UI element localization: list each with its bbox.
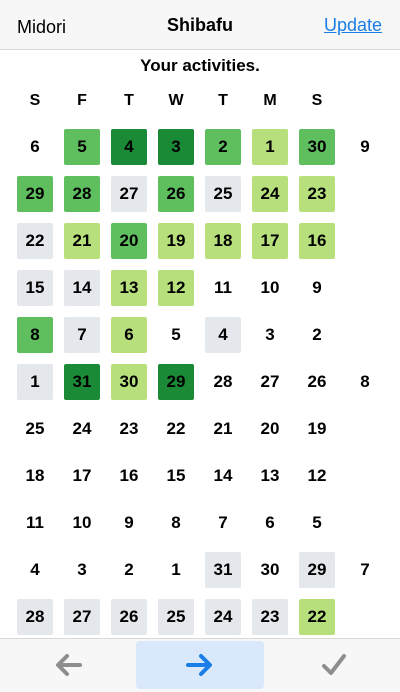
day-cell[interactable]: 6 bbox=[252, 505, 288, 541]
day-cell[interactable]: 23 bbox=[252, 599, 288, 635]
day-cell[interactable]: 1 bbox=[17, 364, 53, 400]
bottom-toolbar bbox=[0, 638, 400, 692]
day-cell[interactable]: 1 bbox=[158, 552, 194, 588]
day-cell[interactable]: 28 bbox=[205, 364, 241, 400]
day-cell[interactable]: 24 bbox=[252, 176, 288, 212]
day-cell[interactable]: 20 bbox=[252, 411, 288, 447]
day-cell[interactable]: 17 bbox=[64, 458, 100, 494]
day-cell[interactable]: 14 bbox=[64, 270, 100, 306]
day-cell[interactable]: 4 bbox=[205, 317, 241, 353]
day-cell[interactable]: 13 bbox=[111, 270, 147, 306]
day-cell[interactable]: 22 bbox=[299, 599, 335, 635]
day-cell[interactable]: 29 bbox=[17, 176, 53, 212]
day-cell[interactable]: 18 bbox=[205, 223, 241, 259]
day-cell[interactable]: 28 bbox=[17, 599, 53, 635]
day-cell[interactable]: 31 bbox=[64, 364, 100, 400]
day-cell[interactable]: 12 bbox=[299, 458, 335, 494]
day-cell[interactable]: 30 bbox=[111, 364, 147, 400]
day-cell[interactable]: 14 bbox=[205, 458, 241, 494]
day-cell[interactable]: 22 bbox=[158, 411, 194, 447]
page-subtitle: Your activities. bbox=[140, 56, 260, 75]
day-cell[interactable]: 24 bbox=[205, 599, 241, 635]
day-cell[interactable]: 12 bbox=[158, 270, 194, 306]
day-cell[interactable]: 11 bbox=[17, 505, 53, 541]
checkmark-icon bbox=[322, 654, 346, 675]
day-cell[interactable]: 2 bbox=[111, 552, 147, 588]
day-cell[interactable]: 7 bbox=[64, 317, 100, 353]
weekday-label: S bbox=[311, 92, 323, 109]
day-cell[interactable]: 2 bbox=[205, 129, 241, 165]
day-cell[interactable]: 8 bbox=[158, 505, 194, 541]
day-cell[interactable]: 3 bbox=[158, 129, 194, 165]
day-cell[interactable]: 3 bbox=[64, 552, 100, 588]
day-cell[interactable]: 31 bbox=[205, 552, 241, 588]
confirm-button[interactable] bbox=[286, 641, 382, 689]
day-cell[interactable]: 15 bbox=[17, 270, 53, 306]
day-cell[interactable]: 15 bbox=[158, 458, 194, 494]
arrow-right-icon bbox=[186, 654, 212, 676]
day-cell[interactable]: 7 bbox=[205, 505, 241, 541]
day-cell[interactable]: 5 bbox=[299, 505, 335, 541]
nav-bar: Midori Shibafu Update bbox=[0, 0, 400, 50]
day-cell[interactable]: 29 bbox=[299, 552, 335, 588]
day-cell[interactable]: 19 bbox=[299, 411, 335, 447]
month-label: 8 bbox=[360, 372, 370, 391]
weekday-label: W bbox=[168, 92, 184, 109]
day-cell[interactable]: 26 bbox=[158, 176, 194, 212]
day-cell[interactable]: 6 bbox=[17, 129, 53, 165]
weekday-label: T bbox=[218, 92, 228, 109]
day-cell[interactable]: 21 bbox=[64, 223, 100, 259]
day-cell[interactable]: 27 bbox=[111, 176, 147, 212]
weekday-label: T bbox=[124, 92, 134, 109]
nav-left-label: Midori bbox=[17, 17, 67, 37]
day-cell[interactable]: 23 bbox=[111, 411, 147, 447]
weekday-label: S bbox=[29, 92, 41, 109]
day-cell[interactable]: 9 bbox=[299, 270, 335, 306]
day-cell[interactable]: 16 bbox=[111, 458, 147, 494]
day-cell[interactable]: 25 bbox=[205, 176, 241, 212]
day-cell[interactable]: 18 bbox=[17, 458, 53, 494]
day-cell[interactable]: 27 bbox=[252, 364, 288, 400]
arrow-left-icon bbox=[56, 654, 82, 676]
day-cell[interactable]: 4 bbox=[17, 552, 53, 588]
day-cell[interactable]: 21 bbox=[205, 411, 241, 447]
back-button[interactable] bbox=[20, 641, 116, 689]
day-cell[interactable]: 20 bbox=[111, 223, 147, 259]
day-cell[interactable]: 26 bbox=[299, 364, 335, 400]
day-cell[interactable]: 5 bbox=[158, 317, 194, 353]
weekday-label: M bbox=[263, 92, 277, 109]
day-cell[interactable]: 30 bbox=[299, 129, 335, 165]
day-cell[interactable]: 4 bbox=[111, 129, 147, 165]
day-cell[interactable]: 24 bbox=[64, 411, 100, 447]
day-cell[interactable]: 3 bbox=[252, 317, 288, 353]
day-cell[interactable]: 11 bbox=[205, 270, 241, 306]
month-label: 9 bbox=[360, 137, 370, 156]
day-cell[interactable]: 10 bbox=[64, 505, 100, 541]
weekday-label: F bbox=[77, 92, 87, 109]
day-cell[interactable]: 22 bbox=[17, 223, 53, 259]
day-cell[interactable]: 13 bbox=[252, 458, 288, 494]
day-cell[interactable]: 10 bbox=[252, 270, 288, 306]
day-cell[interactable]: 27 bbox=[64, 599, 100, 635]
day-cell[interactable]: 9 bbox=[111, 505, 147, 541]
forward-button[interactable] bbox=[136, 641, 264, 689]
day-cell[interactable]: 1 bbox=[252, 129, 288, 165]
day-cell[interactable]: 25 bbox=[158, 599, 194, 635]
day-cell[interactable]: 2 bbox=[299, 317, 335, 353]
day-cell[interactable]: 29 bbox=[158, 364, 194, 400]
nav-title: Shibafu bbox=[167, 15, 233, 35]
update-button[interactable]: Update bbox=[323, 15, 382, 35]
day-cell[interactable]: 25 bbox=[17, 411, 53, 447]
day-cell[interactable]: 6 bbox=[111, 317, 147, 353]
day-cell[interactable]: 19 bbox=[158, 223, 194, 259]
day-cell[interactable]: 28 bbox=[64, 176, 100, 212]
day-cell[interactable]: 26 bbox=[111, 599, 147, 635]
day-cell[interactable]: 5 bbox=[64, 129, 100, 165]
day-cell[interactable]: 8 bbox=[17, 317, 53, 353]
month-label: 7 bbox=[360, 560, 370, 579]
day-cell[interactable]: 23 bbox=[299, 176, 335, 212]
day-cell[interactable]: 16 bbox=[299, 223, 335, 259]
day-cell[interactable]: 30 bbox=[252, 552, 288, 588]
day-cell[interactable]: 17 bbox=[252, 223, 288, 259]
